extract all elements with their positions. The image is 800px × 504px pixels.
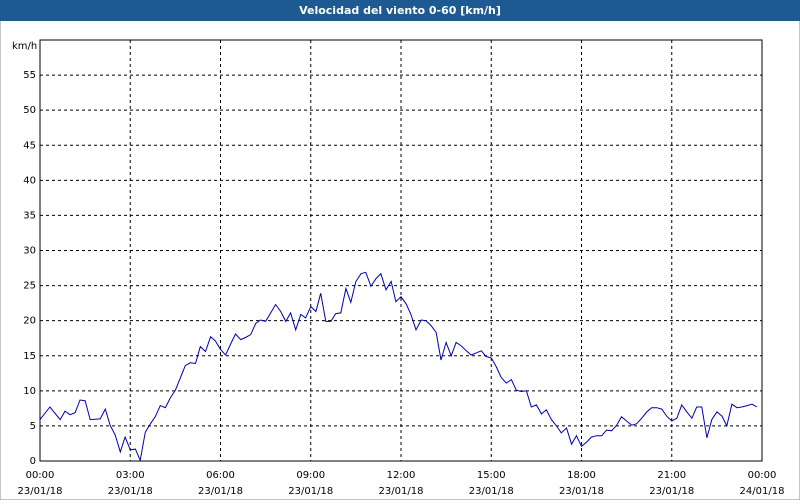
- axis-labels: 0 5 10 15 20 25 30 35 40 45 50 55 00:00 23/01/18 03:00…: [18, 70, 785, 497]
- y-tick-label: 45: [23, 140, 36, 151]
- x-tick-label: 00:00: [748, 470, 777, 481]
- x-tick-label: 21:00: [657, 470, 686, 481]
- x-tick-label: 09:00: [296, 470, 325, 481]
- x-tick-date: 23/01/18: [379, 486, 424, 497]
- wind-speed-line: [39, 271, 758, 463]
- plot: [39, 271, 758, 463]
- x-tick-label: 06:00: [206, 470, 235, 481]
- title-bar: [0, 0, 800, 21]
- x-tick-date: 23/01/18: [649, 486, 694, 497]
- chart-title: Velocidad del viento 0-60 [km/h]: [299, 4, 501, 17]
- x-tick-label: 00:00: [26, 470, 55, 481]
- y-tick-label: 20: [23, 316, 36, 327]
- y-tick-label: 40: [23, 175, 36, 186]
- x-tick-date: 23/01/18: [469, 486, 514, 497]
- x-tick-date: 23/01/18: [18, 486, 63, 497]
- y-axis-unit: km/h: [12, 41, 37, 52]
- x-tick-date: 23/01/18: [288, 486, 333, 497]
- x-tick-date: 23/01/18: [559, 486, 604, 497]
- y-tick-label: 15: [23, 351, 36, 362]
- x-tick-label: 18:00: [567, 470, 596, 481]
- y-tick-label: 35: [23, 210, 36, 221]
- y-tick-label: 25: [23, 281, 36, 292]
- x-tick-date: 24/01/18: [740, 486, 785, 497]
- y-tick-label: 10: [23, 386, 36, 397]
- plot-frame: [39, 39, 763, 462]
- x-tick-date: 23/01/18: [198, 486, 243, 497]
- y-tick-label: 30: [23, 246, 36, 257]
- x-tick-label: 12:00: [387, 470, 416, 481]
- y-tick-label: 50: [23, 105, 36, 116]
- x-tick-date: 23/01/18: [108, 486, 153, 497]
- x-tick-label: 03:00: [116, 470, 145, 481]
- y-tick-label: 5: [30, 421, 36, 432]
- x-tick-label: 15:00: [477, 470, 506, 481]
- y-tick-label: 0: [30, 456, 36, 467]
- y-tick-label: 55: [23, 70, 36, 81]
